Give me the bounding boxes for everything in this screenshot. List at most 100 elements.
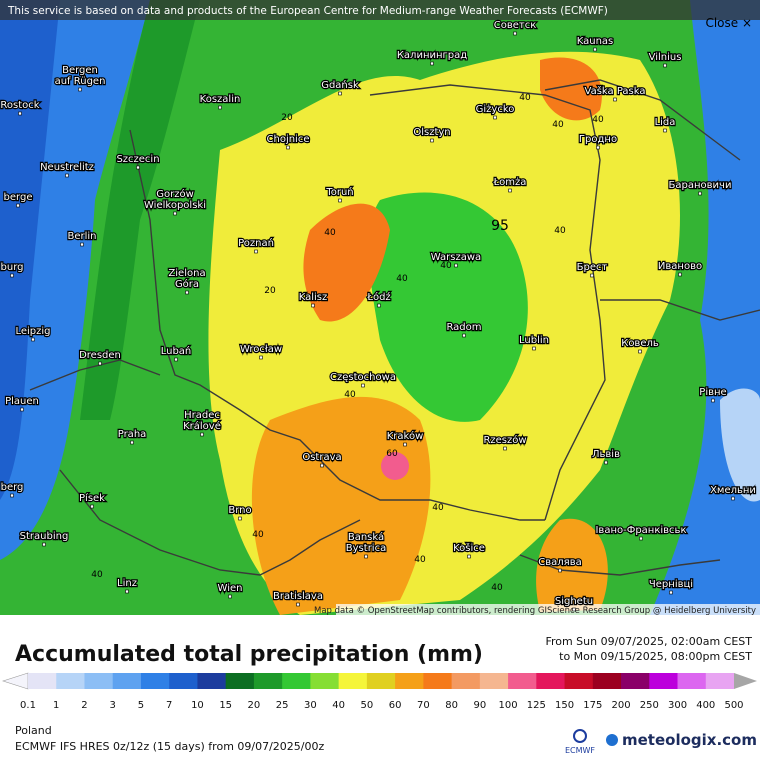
close-button[interactable]: Close × bbox=[705, 16, 752, 30]
city-dot bbox=[254, 249, 258, 254]
scale-label: 175 bbox=[583, 700, 602, 711]
city-dot bbox=[698, 191, 702, 196]
model-info: ECMWF IFS HRES 0z/12z (15 days) from 09/… bbox=[15, 740, 325, 753]
scale-arrow-right bbox=[734, 673, 757, 689]
contour-label: 40 bbox=[440, 261, 452, 271]
scale-swatch bbox=[508, 673, 537, 689]
city-label: Львів bbox=[592, 448, 620, 460]
city-dot bbox=[311, 303, 315, 308]
city-label: Toruń bbox=[325, 186, 353, 198]
city-label: Olsztyn bbox=[413, 127, 450, 138]
city-label: Częstochowa bbox=[330, 372, 396, 383]
city-dot bbox=[259, 355, 263, 360]
scale-label: 20 bbox=[248, 700, 261, 711]
city-dot bbox=[185, 290, 189, 295]
scale-label: 80 bbox=[445, 700, 458, 711]
contour-label: 40 bbox=[252, 530, 264, 540]
city-label: Chojnice bbox=[267, 134, 310, 145]
city-label: Иваново bbox=[658, 261, 702, 272]
city-label: Івано-Франківськ bbox=[595, 524, 686, 536]
city-dot bbox=[78, 87, 82, 92]
city-label: Linz bbox=[117, 578, 137, 589]
city-dot bbox=[173, 211, 177, 216]
scale-label: 100 bbox=[499, 700, 518, 711]
ecmwf-logo: ECMWF bbox=[565, 746, 595, 755]
city-label: berge bbox=[4, 192, 33, 203]
city-dot bbox=[20, 407, 24, 412]
city-label: Kraków bbox=[387, 430, 424, 442]
scale-label: 250 bbox=[640, 700, 659, 711]
city-label: Ковель bbox=[621, 338, 659, 349]
city-label: Bystrica bbox=[346, 543, 386, 554]
city-dot bbox=[18, 111, 22, 116]
scale-swatch bbox=[479, 673, 509, 689]
contour-label: 20 bbox=[281, 113, 293, 123]
city-label: Гродно bbox=[579, 134, 617, 145]
contour-label: 40 bbox=[414, 555, 426, 565]
city-dot bbox=[638, 349, 642, 354]
brand[interactable]: meteologix.com bbox=[622, 731, 757, 749]
scale-swatch bbox=[705, 673, 735, 689]
city-label: Łomża bbox=[493, 177, 527, 188]
city-dot bbox=[639, 536, 643, 541]
city-label: Lubań bbox=[161, 345, 192, 357]
city-dot bbox=[663, 128, 667, 133]
contour-label: 40 bbox=[552, 120, 564, 130]
city-label: Rostock bbox=[0, 100, 39, 111]
city-label: Wien bbox=[218, 583, 243, 594]
scale-swatch bbox=[564, 673, 594, 689]
city-label: Praha bbox=[118, 429, 147, 440]
contour-label: 40 bbox=[344, 390, 356, 400]
city-label: Szczecin bbox=[116, 154, 159, 165]
scale-label: 1 bbox=[53, 700, 59, 711]
city-dot bbox=[10, 493, 14, 498]
contour-label: 95 bbox=[491, 218, 509, 234]
city-dot bbox=[286, 145, 290, 150]
contour-label: 40 bbox=[519, 93, 531, 103]
city-label: Neustrelitz bbox=[40, 162, 94, 173]
map-background bbox=[0, 0, 760, 616]
city-label: Чернівці bbox=[649, 578, 693, 590]
scale-swatch bbox=[366, 673, 396, 689]
scale-swatch bbox=[84, 673, 114, 689]
scale-swatch bbox=[112, 673, 142, 689]
header-notice: This service is based on data and produc… bbox=[7, 5, 608, 17]
scale-swatch bbox=[253, 673, 283, 689]
city-dot bbox=[462, 333, 466, 338]
city-dot bbox=[590, 273, 594, 278]
city-label: Košice bbox=[453, 542, 485, 554]
city-label: Bergen bbox=[62, 65, 98, 76]
scale-label: 5 bbox=[138, 700, 144, 711]
city-label: Ostrava bbox=[302, 452, 341, 463]
contour-label: 40 bbox=[491, 583, 503, 593]
contour-label: 40 bbox=[432, 503, 444, 513]
city-dot bbox=[678, 272, 682, 277]
scale-label: 50 bbox=[361, 700, 374, 711]
city-dot bbox=[430, 138, 434, 143]
city-dot bbox=[218, 105, 222, 110]
city-label: Berlin bbox=[67, 231, 96, 242]
scale-label: 200 bbox=[611, 700, 630, 711]
legend-title: Accumulated total precipitation (mm) bbox=[15, 642, 483, 667]
scale-label: 125 bbox=[527, 700, 546, 711]
contour-label: 40 bbox=[396, 274, 408, 284]
scale-swatch bbox=[677, 673, 707, 689]
city-label: Wielkopolski bbox=[144, 200, 206, 211]
brand-icon bbox=[606, 734, 618, 746]
city-dot bbox=[711, 398, 715, 403]
city-dot bbox=[16, 203, 20, 208]
scale-label: 300 bbox=[668, 700, 687, 711]
contour-label: 60 bbox=[386, 449, 398, 459]
city-dot bbox=[364, 554, 368, 559]
city-label: Koszalin bbox=[200, 94, 241, 105]
city-dot bbox=[467, 554, 471, 559]
city-dot bbox=[296, 602, 300, 607]
city-dot bbox=[454, 263, 458, 268]
scale-swatch bbox=[140, 673, 170, 689]
city-dot bbox=[238, 516, 242, 521]
scale-swatch bbox=[592, 673, 622, 689]
city-label: Sighetu bbox=[555, 596, 593, 607]
scale-label: 30 bbox=[304, 700, 317, 711]
scale-label: 40 bbox=[332, 700, 345, 711]
